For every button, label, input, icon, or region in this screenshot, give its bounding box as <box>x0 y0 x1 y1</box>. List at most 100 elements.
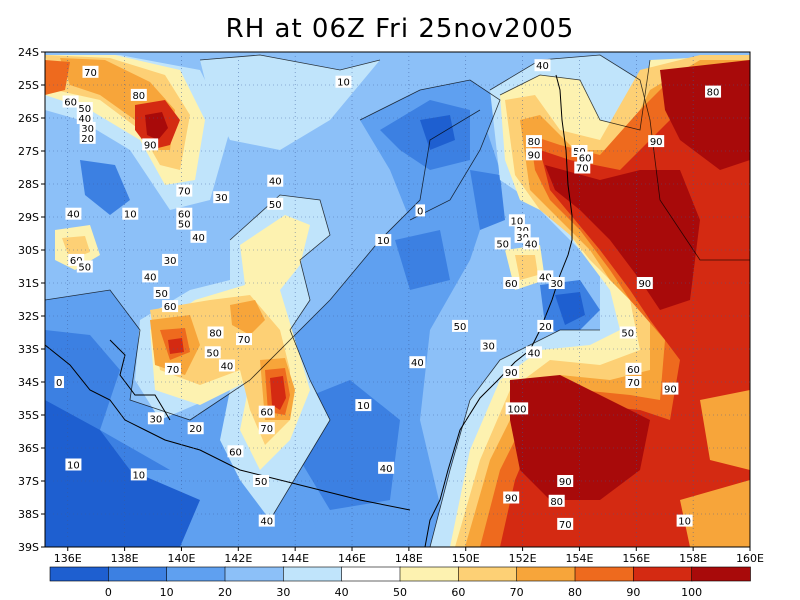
colorbar-label: 0 <box>105 586 112 599</box>
contour-label-bg <box>415 204 425 217</box>
contour-label-text: 40 <box>528 348 541 359</box>
contour-label: 60 <box>625 362 642 376</box>
contour-label-bg <box>258 422 275 435</box>
contour-label: 40 <box>142 270 159 283</box>
lon-label: 148E <box>395 552 423 565</box>
contour-label-text: 90 <box>528 150 541 161</box>
contour-label-bg <box>503 491 520 504</box>
contour-label-bg <box>636 277 653 289</box>
contour-label: 30 <box>548 277 565 290</box>
contour-label: 30 <box>79 121 96 135</box>
lat-label: 37S <box>18 475 39 488</box>
contour-label-bg <box>625 362 642 375</box>
contour-label-bg <box>648 135 665 148</box>
lat-label: 39S <box>18 541 39 554</box>
contour-label: 90 <box>662 382 679 396</box>
contour-label-text: 50 <box>621 329 634 340</box>
contour-label-bg <box>258 514 275 527</box>
contour-label: 90 <box>503 366 520 379</box>
contour-label: 100 <box>505 402 529 415</box>
colorbar-label: 90 <box>626 586 640 599</box>
colorbar-swatch <box>108 566 168 582</box>
contour-label-text: 10 <box>337 78 350 89</box>
contour-label-bg <box>494 237 511 250</box>
lon-label: 136E <box>54 552 82 565</box>
lat-label: 29S <box>18 211 39 224</box>
colorbar-swatch <box>224 566 285 582</box>
contour-label-bg <box>187 422 204 435</box>
contour-label-text: 50 <box>206 348 219 359</box>
lat-label: 24S <box>18 46 39 59</box>
contour-label: 20 <box>187 422 204 435</box>
contour-label: 70 <box>557 517 574 531</box>
contour-label-text: 60 <box>229 447 242 458</box>
contour-label-bg <box>122 207 139 220</box>
lat-label: 38S <box>18 508 39 521</box>
contour-label-text: 30 <box>81 124 94 135</box>
contour-label: 0 <box>54 376 64 389</box>
contour-label-text: 70 <box>84 68 97 79</box>
contour-label-text: 50 <box>178 220 191 231</box>
lon-label: 150E <box>452 552 480 565</box>
contour-label: 70 <box>82 65 99 79</box>
contour-label-text: 50 <box>496 239 509 250</box>
east-moist-shading <box>430 55 750 547</box>
contour-label-bg <box>577 151 594 164</box>
contour-label-bg <box>619 326 636 339</box>
contour-label-bg <box>523 237 540 250</box>
contour-label: 60 <box>577 151 594 165</box>
contour-label-text: 90 <box>559 477 572 488</box>
colorbar-swatch <box>283 566 343 582</box>
contour-label-text: 80 <box>550 497 563 508</box>
contour-label: 50 <box>253 475 270 488</box>
lon-label: 158E <box>679 552 707 565</box>
contour-label-bg <box>625 376 642 388</box>
contour-label-text: 0 <box>56 378 62 389</box>
colorbar-label: 100 <box>681 586 702 599</box>
lat-label: 31S <box>18 277 39 290</box>
contour-label-text: 70 <box>167 365 180 376</box>
contour-label-bg <box>537 319 554 332</box>
contour-label-text: 50 <box>269 200 282 211</box>
contour-label: 40 <box>76 112 93 125</box>
contour-label: 0 <box>415 204 425 217</box>
contour-label-bg <box>235 333 252 346</box>
contour-label-bg <box>676 514 693 527</box>
contour-label: 10 <box>122 207 139 221</box>
contour-label: 40 <box>65 207 82 221</box>
contour-label-text: 60 <box>260 408 273 419</box>
contour-label: 60 <box>62 95 79 109</box>
lon-label: 138E <box>111 552 139 565</box>
contour-label-bg <box>525 148 542 161</box>
contour-label: 50 <box>176 217 193 231</box>
lat-label: 32S <box>18 310 39 323</box>
contour-label-text: 10 <box>357 401 370 412</box>
contour-label-bg <box>503 366 520 379</box>
contour-label: 70 <box>625 376 642 389</box>
contour-label-text: 60 <box>164 302 177 313</box>
contour-label-bg <box>176 217 193 230</box>
colorbar-swatch <box>633 566 693 582</box>
contour-label-text: 10 <box>511 216 524 227</box>
contour-label-text: 100 <box>507 404 526 415</box>
contour-label: 50 <box>452 319 469 333</box>
contour-label-text: 60 <box>64 98 77 109</box>
contour-label-bg <box>147 412 164 425</box>
contour-label: 70 <box>574 161 591 175</box>
contour-label-text: 40 <box>78 114 91 125</box>
contour-label-text: 20 <box>81 134 94 145</box>
contour-label: 40 <box>190 230 207 244</box>
contour-label-text: 50 <box>454 322 467 333</box>
colorbar-label: 60 <box>451 586 465 599</box>
contour-label: 10 <box>676 514 693 528</box>
contour-label: 50 <box>494 237 511 250</box>
contour-label: 50 <box>76 260 93 274</box>
contour-label-bg <box>130 88 147 101</box>
contour-label: 90 <box>142 138 159 151</box>
colorbar-swatch <box>341 566 401 582</box>
contour-label-text: 40 <box>411 358 424 369</box>
contour-label: 90 <box>525 148 542 161</box>
contour-label: 80 <box>548 494 565 508</box>
contour-label-text: 30 <box>550 279 563 290</box>
